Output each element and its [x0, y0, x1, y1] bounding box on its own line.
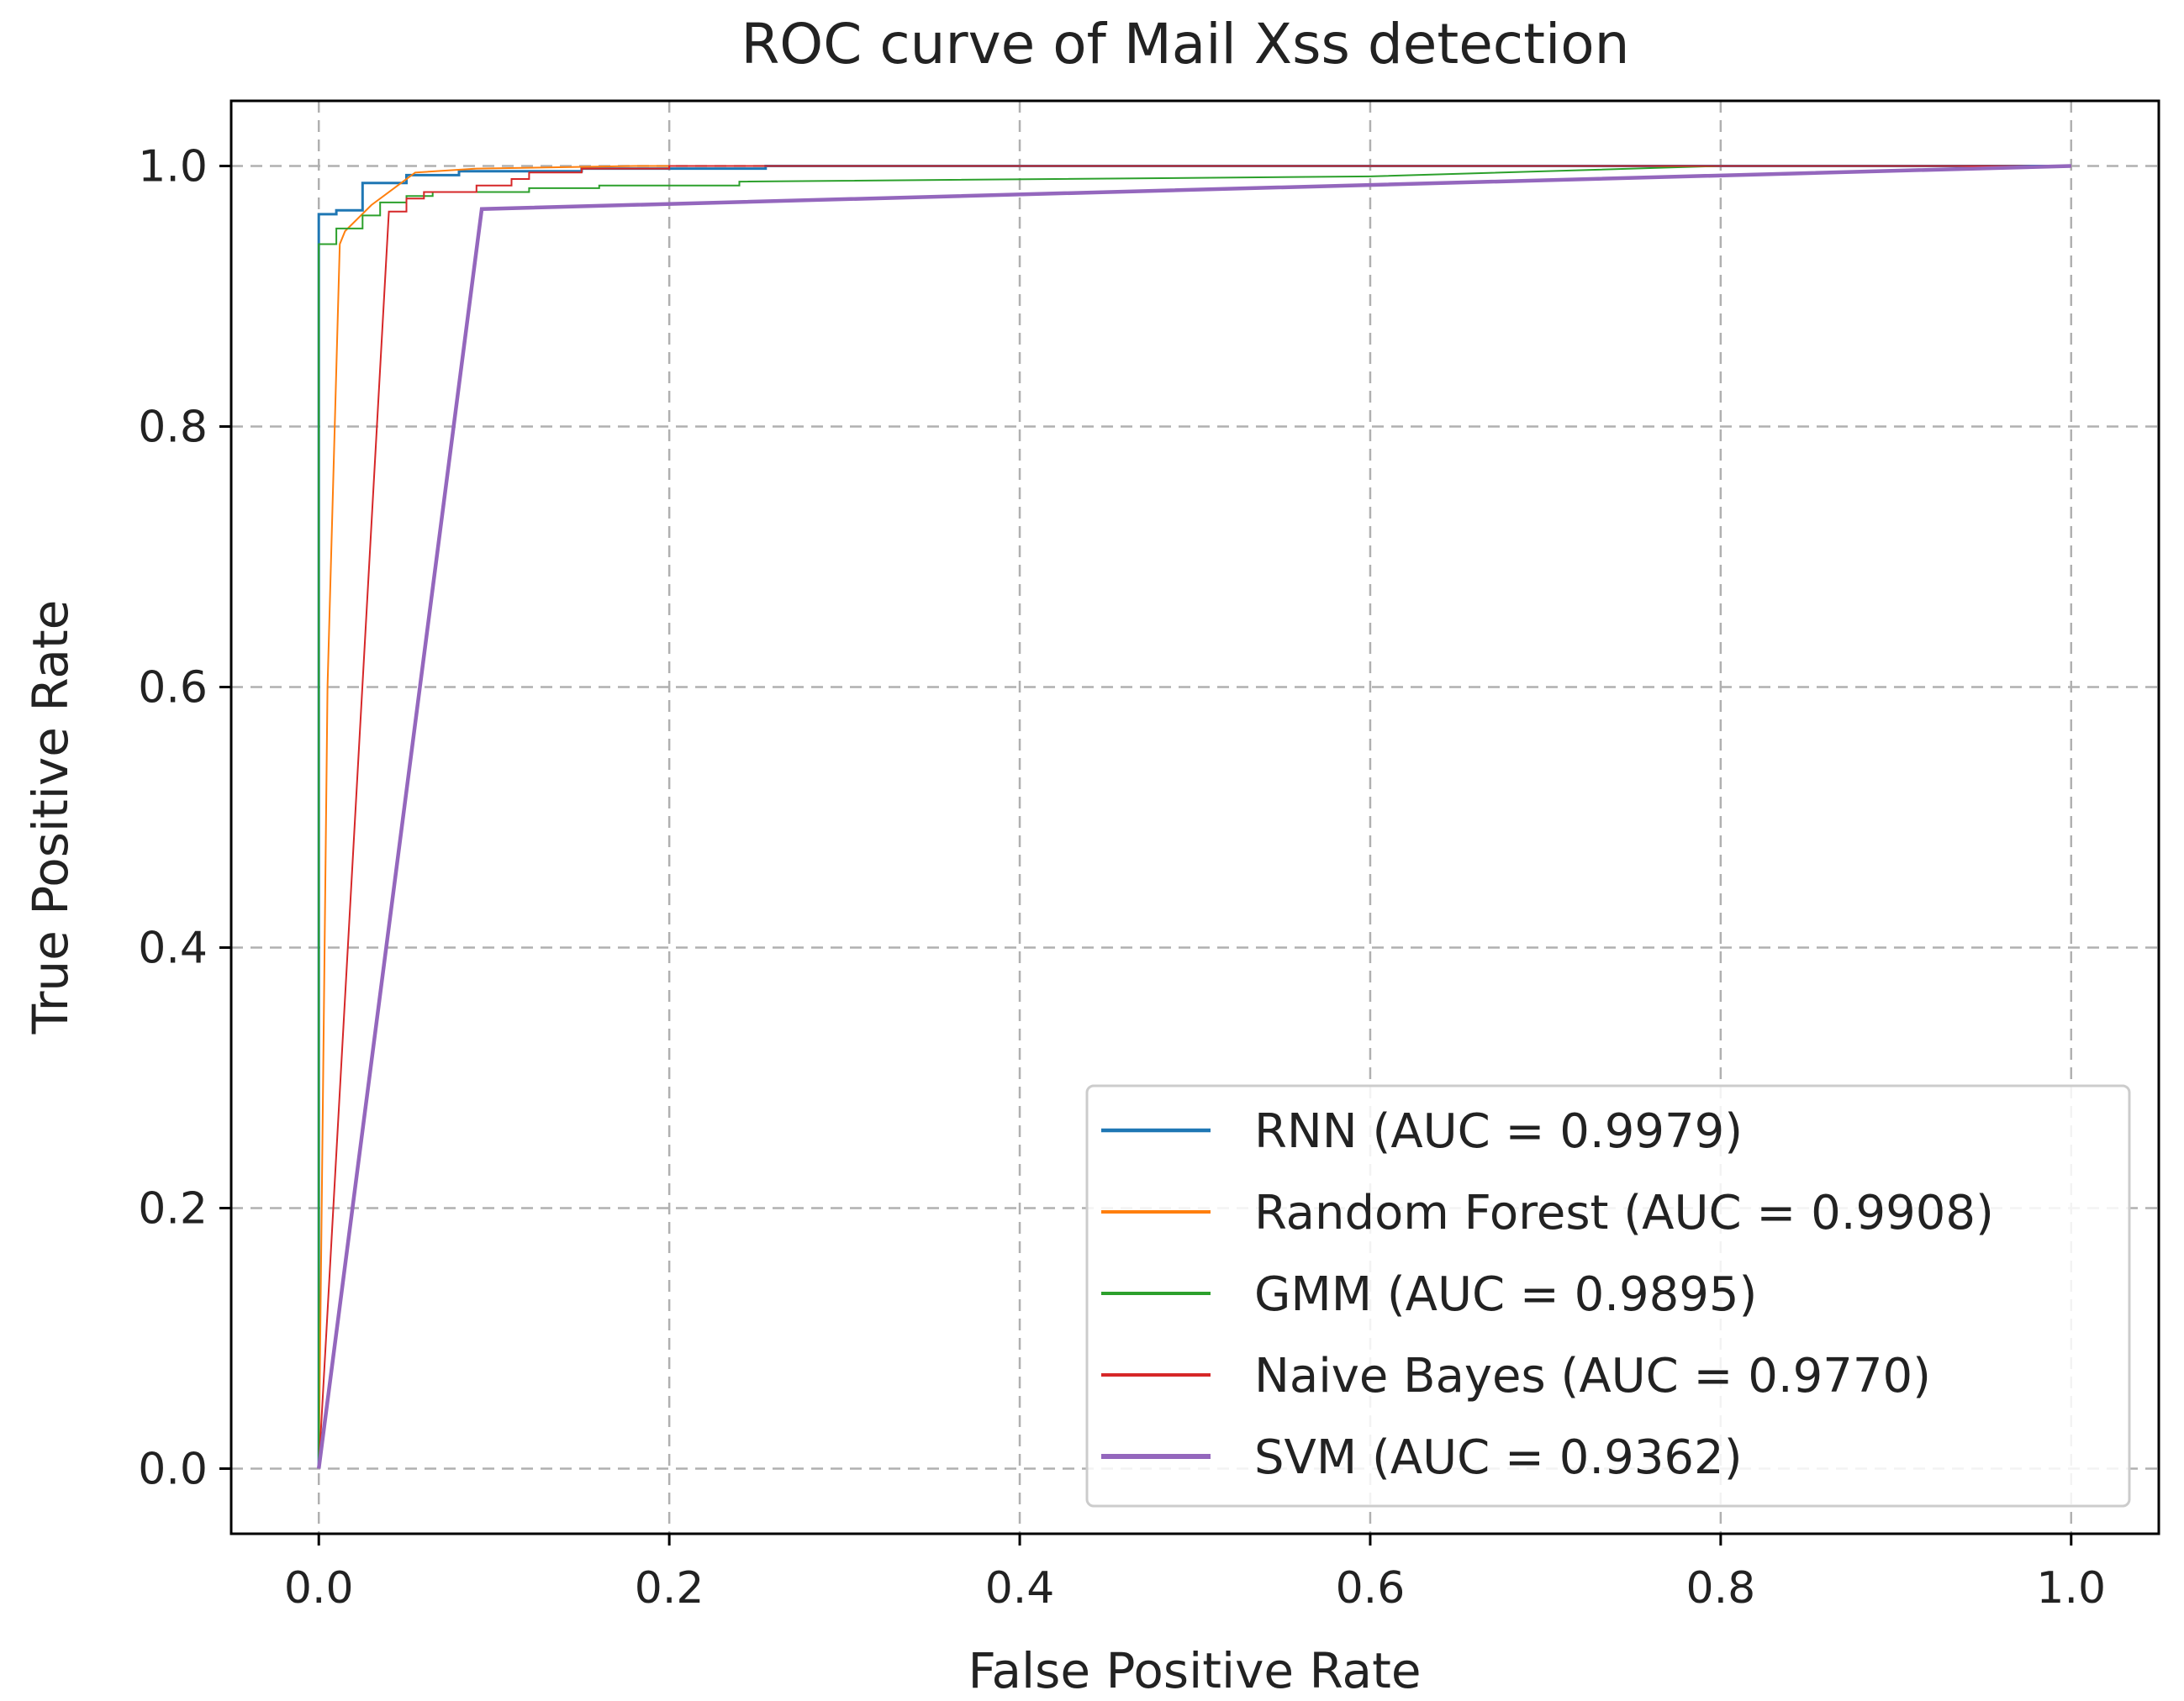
series-line — [317, 165, 2071, 1469]
legend-label: RNN (AUC = 0.9979) — [1254, 1104, 1743, 1159]
y-tick-label: 1.0 — [138, 142, 208, 192]
series-line — [316, 164, 2071, 1469]
y-tick-label: 0.2 — [138, 1184, 208, 1235]
legend-label: GMM (AUC = 0.9895) — [1254, 1267, 1757, 1322]
x-tick-label: 0.4 — [985, 1563, 1055, 1614]
x-tick-label: 0.0 — [284, 1563, 354, 1614]
x-tick-label: 0.2 — [635, 1563, 704, 1614]
y-tick-label: 0.0 — [138, 1445, 208, 1495]
y-tick-label: 0.8 — [138, 403, 208, 453]
y-tick-label: 0.4 — [138, 924, 208, 974]
series-line — [318, 165, 2071, 1469]
series-line — [318, 165, 2071, 1469]
y-tick-label: 0.6 — [138, 663, 208, 714]
x-tick-label: 0.6 — [1336, 1563, 1406, 1614]
series-lines — [316, 164, 2071, 1469]
plot-area-frame — [229, 99, 2160, 1535]
legend-label: SVM (AUC = 0.9362) — [1254, 1430, 1743, 1485]
x-axis-label: False Positive Rate — [968, 1642, 1421, 1699]
chart-title: ROC curve of Mail Xss detection — [741, 12, 1629, 76]
legend-box — [1085, 1084, 2131, 1508]
series-line — [318, 165, 2071, 1469]
legend-label: Random Forest (AUC = 0.9908) — [1254, 1186, 1994, 1240]
axis-ticks: 0.0 0.2 0.4 0.6 0.8 1.0 0.0 0.2 0.4 0.6 0.8 1.0 — [138, 142, 2106, 1614]
y-axis-label: True Positive Rate — [22, 600, 79, 1035]
x-tick-label: 1.0 — [2036, 1563, 2106, 1614]
x-tick-label: 0.8 — [1686, 1563, 1756, 1614]
legend-label: Naive Bayes (AUC = 0.9770) — [1254, 1349, 1931, 1403]
legend: RNN (AUC = 0.9979) Random Forest (AUC = 0… — [1085, 1084, 2131, 1508]
